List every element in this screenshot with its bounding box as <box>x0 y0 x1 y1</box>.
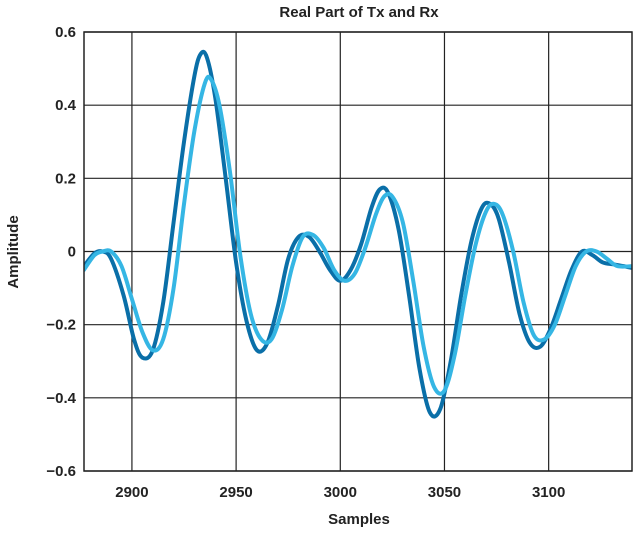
x-tick-label: 2900 <box>115 484 148 501</box>
ticks: 2900 2950 3000 3050 3100 −0.6 −0.4 −0.2 0 0.2 0.4 0… <box>46 24 565 501</box>
series-line-rx <box>84 74 632 396</box>
y-tick-label: 0.6 <box>55 24 76 41</box>
y-tick-label: 0 <box>68 244 76 261</box>
chart-title: Real Part of Tx and Rx <box>279 4 439 21</box>
y-tick-label: −0.6 <box>46 463 76 480</box>
series-line-tx <box>84 49 632 419</box>
y-axis-label: Amplitude <box>5 215 22 288</box>
x-tick-label: 3100 <box>532 484 565 501</box>
x-tick-label: 3000 <box>324 484 357 501</box>
y-tick-label: 0.4 <box>55 97 77 114</box>
y-tick-label: −0.4 <box>46 390 76 407</box>
plot-frame <box>83 31 633 472</box>
x-tick-label: 3050 <box>428 484 461 501</box>
y-tick-label: 0.2 <box>55 170 76 187</box>
y-tick-label: −0.2 <box>46 317 76 334</box>
x-tick-label: 2950 <box>219 484 252 501</box>
x-axis-label: Samples <box>328 511 390 528</box>
series-layer <box>84 49 632 419</box>
